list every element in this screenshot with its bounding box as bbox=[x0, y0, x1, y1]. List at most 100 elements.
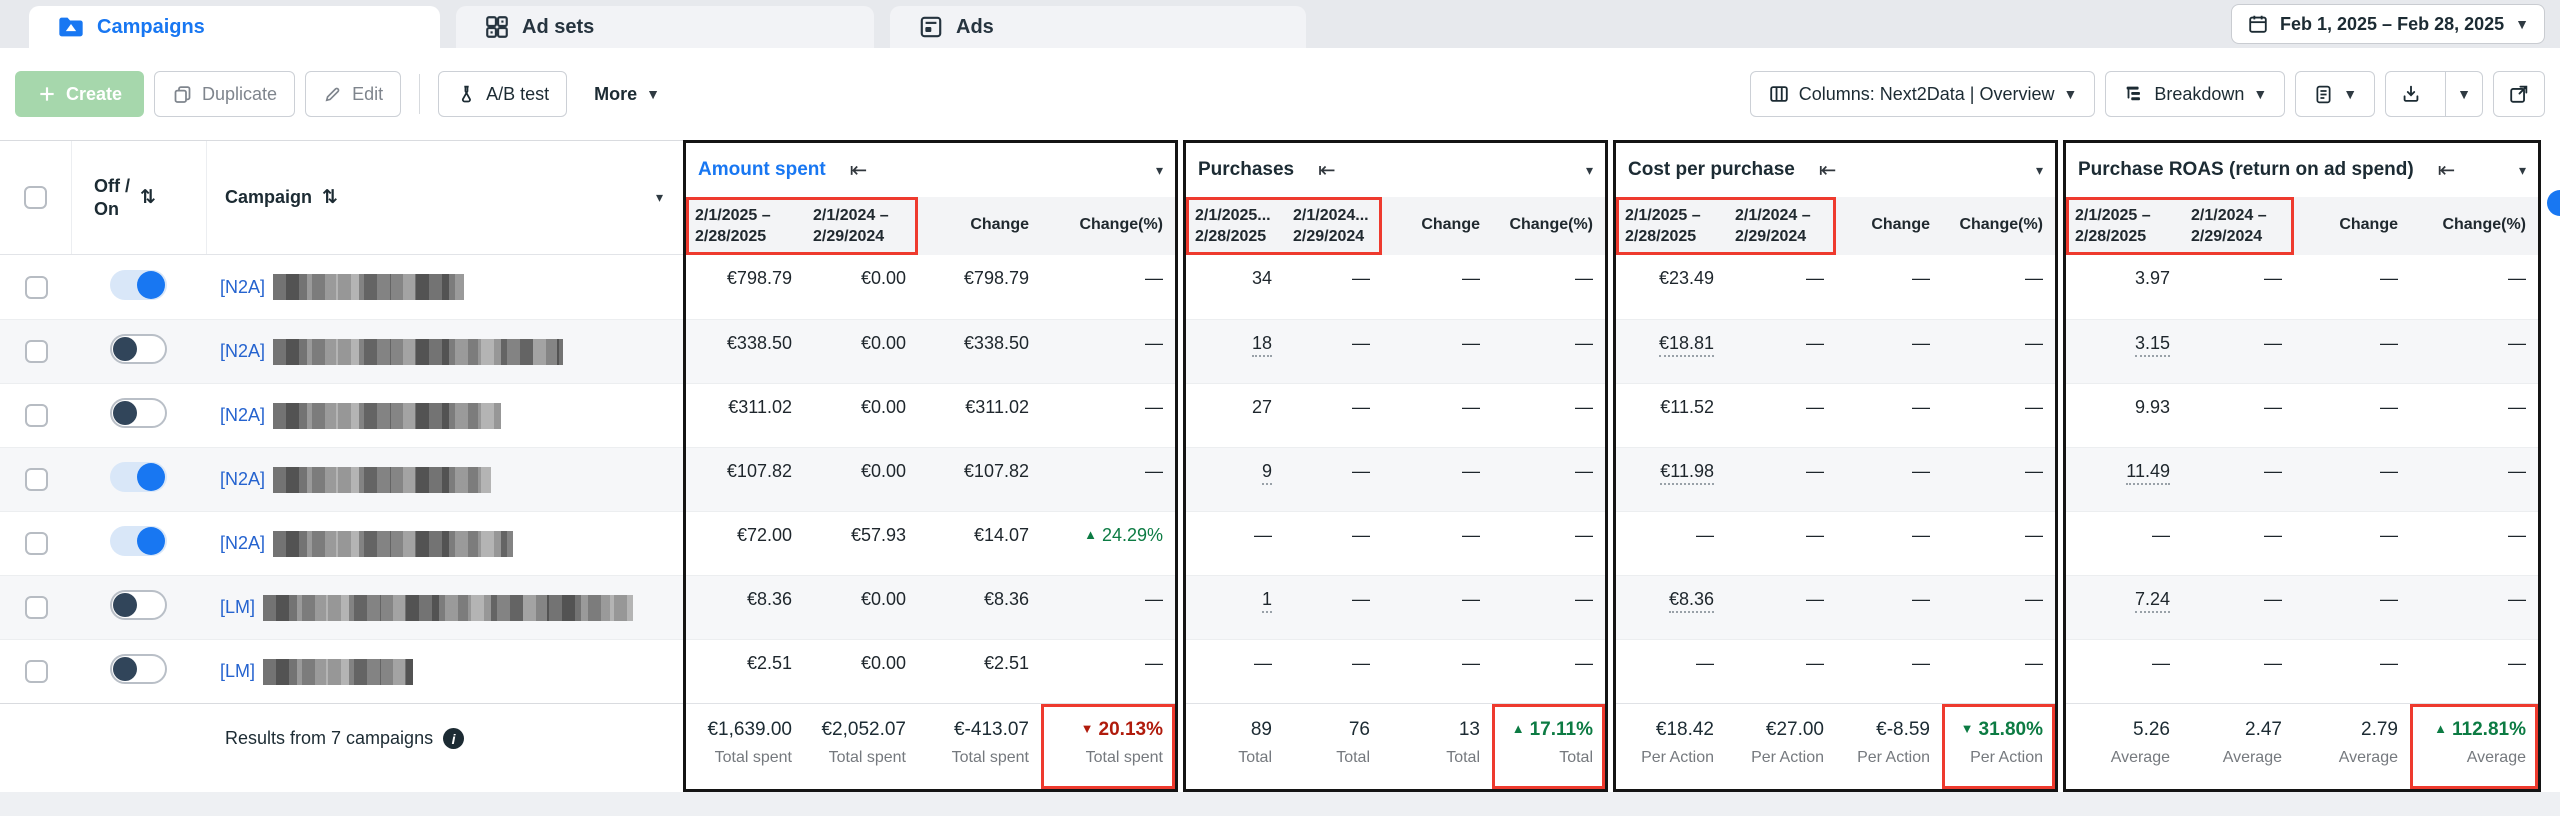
row-checkbox[interactable] bbox=[25, 596, 48, 619]
pin-column-icon[interactable]: ⇤ bbox=[850, 158, 868, 183]
group-header-purchases[interactable]: Purchases ⇤ ▾ bbox=[1186, 143, 1605, 197]
metric-cell: 27 bbox=[1186, 384, 1284, 447]
group-header-purchase-roas[interactable]: Purchase ROAS (return on ad spend) ⇤ ▾ bbox=[2066, 143, 2538, 197]
metric-cell: — bbox=[1041, 640, 1175, 703]
more-button[interactable]: More ▼ bbox=[577, 71, 677, 117]
group-title[interactable]: Purchase ROAS (return on ad spend) bbox=[2078, 159, 2414, 181]
campaigns-folder-icon bbox=[57, 13, 85, 41]
column-header-change[interactable]: Change bbox=[918, 197, 1041, 255]
reports-button[interactable]: ▼ bbox=[2295, 71, 2375, 117]
pin-column-icon[interactable]: ⇤ bbox=[1318, 158, 1336, 183]
metric-cell: — bbox=[1492, 384, 1605, 447]
sort-arrows-icon[interactable]: ⇅ bbox=[322, 186, 338, 209]
campaign-name-link[interactable]: [LM] bbox=[220, 661, 255, 682]
column-header-off-on[interactable]: Off / On ⇅ bbox=[72, 141, 207, 254]
tab-campaigns[interactable]: Campaigns bbox=[29, 6, 440, 48]
campaign-name-link[interactable]: [N2A] bbox=[220, 341, 265, 362]
rows-purchase-roas: 3.97———3.15———9.93———11.49———————7.24———… bbox=[2066, 255, 2538, 703]
redacted-campaign-name bbox=[273, 467, 491, 493]
column-header-campaign[interactable]: Campaign ⇅ ▾ bbox=[207, 141, 683, 254]
pin-column-icon[interactable]: ⇤ bbox=[2438, 158, 2456, 183]
metric-cell: €798.79 bbox=[918, 255, 1041, 319]
campaign-toggle-off[interactable] bbox=[110, 398, 167, 428]
column-header-change-percent[interactable]: Change(%) bbox=[1041, 197, 1175, 255]
duplicate-button[interactable]: Duplicate bbox=[154, 71, 295, 117]
export-button[interactable] bbox=[2386, 72, 2436, 116]
column-header-change[interactable]: Change bbox=[1836, 197, 1942, 255]
campaign-toggle-on[interactable] bbox=[110, 270, 167, 300]
column-header-previous-period[interactable]: 2/1/2024 –2/29/2024 bbox=[1726, 197, 1836, 255]
campaign-toggle-on[interactable] bbox=[110, 462, 167, 492]
campaign-name-link[interactable]: [N2A] bbox=[220, 469, 265, 490]
redacted-campaign-name bbox=[273, 274, 464, 300]
sort-arrows-icon[interactable]: ⇅ bbox=[140, 186, 156, 209]
column-header-previous-period[interactable]: 2/1/2024 –2/29/2024 bbox=[2182, 197, 2294, 255]
column-header-current-period[interactable]: 2/1/2025 –2/28/2025 bbox=[686, 197, 804, 255]
column-header-change[interactable]: Change bbox=[2294, 197, 2410, 255]
info-icon[interactable]: i bbox=[443, 728, 464, 749]
table-row-metrics: 9.93——— bbox=[2066, 383, 2538, 447]
ab-test-button[interactable]: A/B test bbox=[438, 71, 567, 117]
chevron-down-icon[interactable]: ▾ bbox=[1156, 162, 1163, 179]
tab-ad-sets[interactable]: Ad sets bbox=[456, 6, 874, 48]
row-checkbox[interactable] bbox=[25, 404, 48, 427]
select-all-checkbox[interactable] bbox=[24, 186, 47, 209]
column-header-change[interactable]: Change bbox=[1382, 197, 1492, 255]
row-checkbox[interactable] bbox=[25, 660, 48, 683]
metric-cell: — bbox=[2410, 448, 2538, 511]
chevron-down-icon[interactable]: ▾ bbox=[1586, 162, 1593, 179]
edit-button[interactable]: Edit bbox=[305, 71, 401, 117]
campaign-toggle-off[interactable] bbox=[110, 654, 167, 684]
group-title[interactable]: Purchases bbox=[1198, 159, 1294, 181]
breakdown-button[interactable]: Breakdown ▼ bbox=[2105, 71, 2285, 117]
chevron-down-icon[interactable]: ▾ bbox=[656, 189, 663, 206]
column-header-change-percent[interactable]: Change(%) bbox=[1942, 197, 2055, 255]
column-header-previous-period[interactable]: 2/1/2024...2/29/2024 bbox=[1284, 197, 1382, 255]
metric-cell: €18.81 bbox=[1616, 320, 1726, 383]
column-header-current-period[interactable]: 2/1/2025...2/28/2025 bbox=[1186, 197, 1284, 255]
row-checkbox[interactable] bbox=[25, 340, 48, 363]
row-checkbox[interactable] bbox=[25, 468, 48, 491]
column-header-current-period[interactable]: 2/1/2025 –2/28/2025 bbox=[1616, 197, 1726, 255]
metric-cell: — bbox=[1492, 448, 1605, 511]
row-checkbox[interactable] bbox=[25, 276, 48, 299]
chevron-down-icon[interactable]: ▾ bbox=[2519, 162, 2526, 179]
total-change-percent-annotated: ▲112.81%Average bbox=[2410, 704, 2538, 789]
campaign-name-link[interactable]: [N2A] bbox=[220, 533, 265, 554]
export-options-caret[interactable]: ▼ bbox=[2445, 72, 2482, 116]
group-title[interactable]: Cost per purchase bbox=[1628, 159, 1795, 181]
metric-cell: €338.50 bbox=[686, 320, 804, 383]
campaign-toggle-off[interactable] bbox=[110, 590, 167, 620]
campaign-name-link[interactable]: [N2A] bbox=[220, 277, 265, 298]
table-row-metrics: ———— bbox=[2066, 639, 2538, 703]
metric-cell: €0.00 bbox=[804, 448, 918, 511]
group-title[interactable]: Amount spent bbox=[698, 159, 826, 181]
campaign-rows: [N2A] [N2A] [N2A] [N2A] [N2A] [LM] [LM] bbox=[0, 255, 683, 703]
group-header-cost-per-purchase[interactable]: Cost per purchase ⇤ ▾ bbox=[1616, 143, 2055, 197]
column-header-change-percent[interactable]: Change(%) bbox=[1492, 197, 1605, 255]
date-range-button[interactable]: Feb 1, 2025 – Feb 28, 2025 ▼ bbox=[2231, 4, 2545, 44]
create-button[interactable]: Create bbox=[15, 71, 144, 117]
column-header-change-percent[interactable]: Change(%) bbox=[2410, 197, 2538, 255]
results-footer: Results from 7 campaigns i bbox=[0, 703, 683, 792]
chevron-down-icon[interactable]: ▾ bbox=[2036, 162, 2043, 179]
campaign-toggle-off[interactable] bbox=[110, 334, 167, 364]
total-cell: €-413.07Total spent bbox=[918, 704, 1041, 789]
group-header-amount-spent[interactable]: Amount spent ⇤ ▾ bbox=[686, 143, 1175, 197]
pin-column-icon[interactable]: ⇤ bbox=[1819, 158, 1837, 183]
metric-cell: — bbox=[1616, 640, 1726, 703]
row-checkbox[interactable] bbox=[25, 532, 48, 555]
campaign-name-link[interactable]: [N2A] bbox=[220, 405, 265, 426]
metric-cell: — bbox=[1284, 320, 1382, 383]
open-charts-button[interactable] bbox=[2493, 71, 2545, 117]
metric-cell: 7.24 bbox=[2066, 576, 2182, 639]
columns-button[interactable]: Columns: Next2Data | Overview ▼ bbox=[1750, 71, 2096, 117]
metric-cell: — bbox=[2182, 576, 2294, 639]
tab-ads[interactable]: Ads bbox=[890, 6, 1306, 48]
off-on-label-line2: On bbox=[94, 198, 130, 221]
column-header-current-period[interactable]: 2/1/2025 –2/28/2025 bbox=[2066, 197, 2182, 255]
column-header-previous-period[interactable]: 2/1/2024 –2/29/2024 bbox=[804, 197, 918, 255]
campaign-name-link[interactable]: [LM] bbox=[220, 597, 255, 618]
metric-cell: — bbox=[2410, 255, 2538, 319]
campaign-toggle-on[interactable] bbox=[110, 526, 167, 556]
